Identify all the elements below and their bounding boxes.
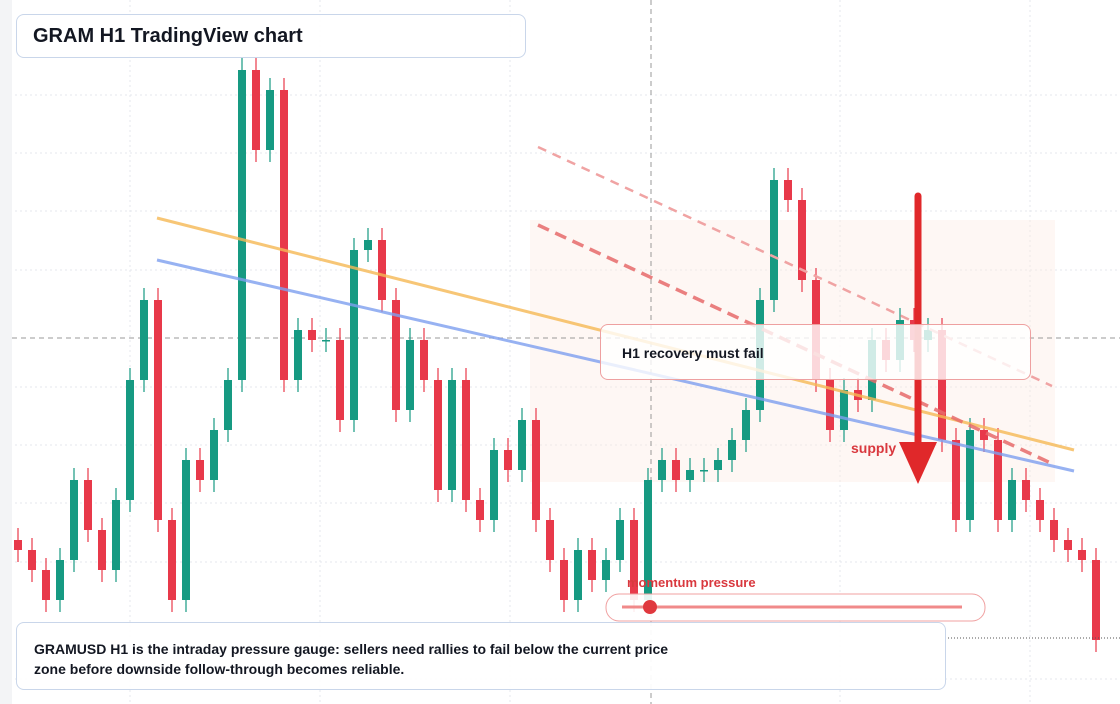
candle-body [476,500,484,520]
candle-body [210,430,218,480]
candle-body [784,180,792,200]
candle-body [266,90,274,150]
candle-body [1022,480,1030,500]
candle-body [126,380,134,500]
candle-body [1064,540,1072,550]
candle-body [602,560,610,580]
candle-body [994,440,1002,520]
candle-body [826,380,834,430]
gauge-label: momentum pressure [627,575,756,590]
candle-body [42,570,50,600]
candle-body [1008,480,1016,520]
candle-body [392,300,400,410]
candle-body [406,340,414,410]
candle-body [28,550,36,570]
candle-body [1078,550,1086,560]
candle-body [322,340,330,342]
candle-body [182,460,190,600]
candle-body [1036,500,1044,520]
candle-body [378,240,386,300]
candle-body [98,530,106,570]
gauge-knob [643,600,657,614]
candle-body [938,330,946,440]
left-strip [0,0,12,704]
candle-body [434,380,442,490]
candle-body [350,250,358,420]
candle-body [700,470,708,472]
candle-body [504,450,512,470]
callout-box: H1 recovery must fail [600,324,1031,380]
candle-body [420,340,428,380]
candle-body [14,540,22,550]
arrow-head [899,442,937,484]
candle-body [546,520,554,560]
candle-body [364,240,372,250]
candle-body [966,430,974,520]
candle-body [742,410,750,440]
candle-body [462,380,470,500]
candle-body [1050,520,1058,540]
title-box: GRAM H1 TradingView chart [16,14,526,58]
candle-body [980,430,988,440]
candle-body [798,200,806,280]
candle-body [560,560,568,600]
candle-body [112,500,120,570]
candle-body [686,470,694,480]
candle-body [448,380,456,490]
candle-body [1092,560,1100,640]
candle-body [588,550,596,580]
candle-body [154,300,162,520]
candle-body [644,480,652,600]
candle-body [196,460,204,480]
candle-body [714,460,722,470]
candle-body [308,330,316,340]
zone-label: supply [851,440,896,456]
candle-body [770,180,778,300]
candle-body [672,460,680,480]
candle-body [238,70,246,380]
candle-body [518,420,526,470]
candle-body [168,520,176,600]
candle-body [280,90,288,380]
candle-body [224,380,232,430]
candle-body [658,460,666,480]
candle-body [70,480,78,560]
title: GRAM H1 TradingView chart [33,25,303,47]
candle-body [252,70,260,150]
description-box: GRAMUSD H1 is the intraday pressure gaug… [16,622,946,690]
candle-body [56,560,64,600]
description: GRAMUSD H1 is the intraday pressure gaug… [34,641,669,677]
candle-body [294,330,302,380]
candle-body [616,520,624,560]
candle-body [84,480,92,530]
callout: H1 recovery must fail [622,345,764,361]
candle-body [840,390,848,430]
candle-body [140,300,148,380]
candle-body [490,450,498,520]
candle-body [952,440,960,520]
candle-body [728,440,736,460]
candle-body [574,550,582,600]
candle-body [532,420,540,520]
candle-body [630,520,638,600]
candle-body [336,340,344,420]
